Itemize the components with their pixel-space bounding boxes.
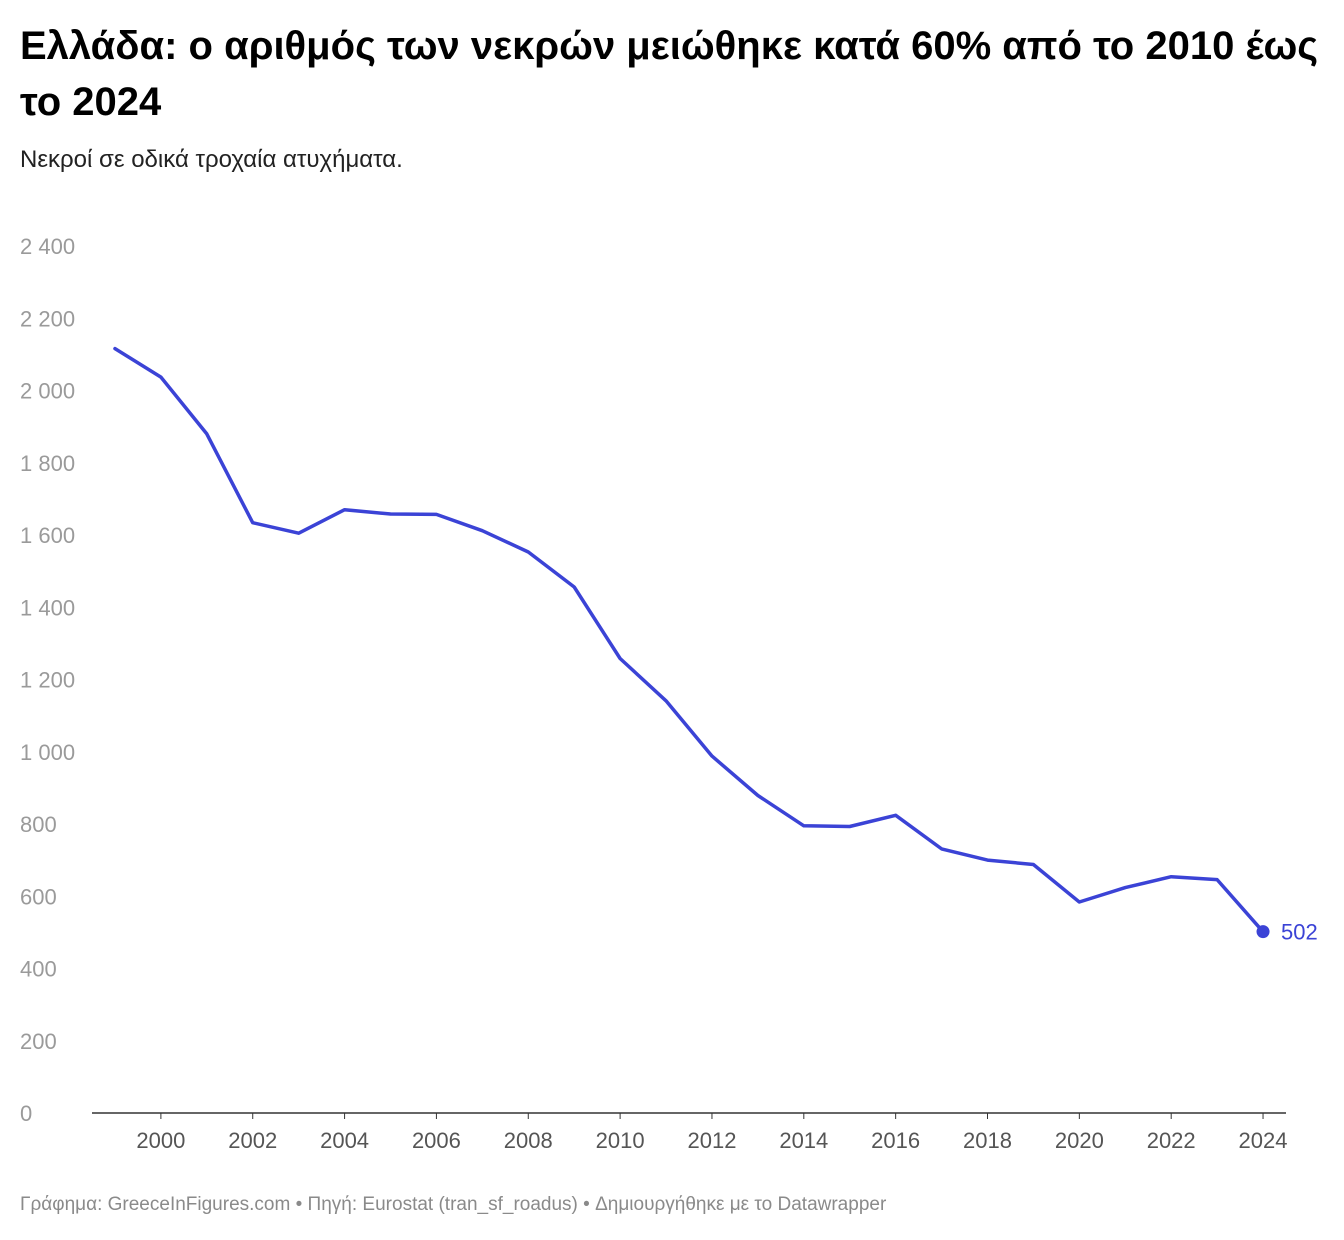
chart-subtitle: Νεκροί σε οδικά τροχαία ατυχήματα.: [20, 146, 403, 173]
y-tick-label: 200: [20, 1029, 57, 1054]
y-tick-label: 600: [20, 884, 57, 909]
y-tick-label: 1 400: [20, 595, 75, 620]
y-tick-label: 2 000: [20, 379, 75, 404]
y-tick-label: 1 000: [20, 740, 75, 765]
y-tick-label: 0: [20, 1101, 32, 1126]
y-tick-label: 1 200: [20, 668, 75, 693]
x-tick-label: 2008: [504, 1128, 553, 1153]
x-tick-label: 2014: [779, 1128, 828, 1153]
x-tick-label: 2004: [320, 1128, 369, 1153]
chart-title: Ελλάδα: ο αριθμός των νεκρών μειώθηκε κα…: [20, 24, 1319, 124]
y-tick-label: 2 200: [20, 306, 75, 331]
x-tick-label: 2022: [1147, 1128, 1196, 1153]
y-tick-label: 400: [20, 957, 57, 982]
x-tick-label: 2024: [1239, 1128, 1288, 1153]
x-tick-label: 2010: [596, 1128, 645, 1153]
x-tick-label: 2000: [136, 1128, 185, 1153]
x-tick-label: 2002: [228, 1128, 277, 1153]
x-tick-label: 2016: [871, 1128, 920, 1153]
source-credit: Γράφημα: GreeceInFigures.com • Πηγή: Eur…: [20, 1194, 887, 1215]
y-tick-label: 800: [20, 812, 57, 837]
end-point-marker: [1256, 925, 1270, 939]
y-tick-label: 1 800: [20, 451, 75, 476]
y-tick-label: 2 400: [20, 234, 75, 259]
x-tick-label: 2020: [1055, 1128, 1104, 1153]
x-tick-label: 2012: [687, 1128, 736, 1153]
x-tick-label: 2018: [963, 1128, 1012, 1153]
x-tick-label: 2006: [412, 1128, 461, 1153]
series-line: [113, 346, 1265, 934]
end-value-label: 502: [1281, 920, 1318, 945]
y-tick-label: 1 600: [20, 523, 75, 548]
